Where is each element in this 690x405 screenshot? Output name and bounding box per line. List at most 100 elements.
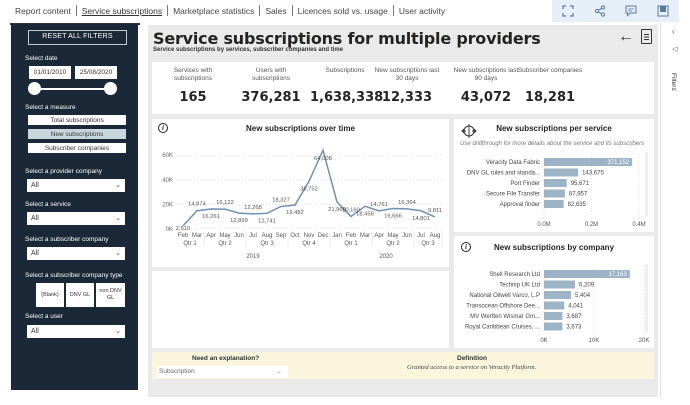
line-chart-title: New subscriptions over time <box>246 124 355 133</box>
data-label: 371,152 <box>607 160 629 166</box>
type-blank-button[interactable]: (Blank) <box>36 283 65 307</box>
data-label: 12,899 <box>230 218 248 224</box>
data-label: 87,957 <box>569 192 588 198</box>
line-chart-card: i New subscriptions over time 0K 20K 40K 60… <box>152 119 449 267</box>
data-label: 16,122 <box>216 200 234 206</box>
type-dnvgl-button[interactable]: DNV GL <box>66 283 95 307</box>
filters-pane[interactable]: ‹ ◁ Filters <box>660 23 690 398</box>
data-label: 82,635 <box>568 202 587 208</box>
y-tick-label: 40K <box>162 178 173 184</box>
bar <box>544 179 567 187</box>
share-icon[interactable] <box>593 4 607 18</box>
data-label: 9,811 <box>428 208 442 214</box>
date-from-input[interactable]: 01/01/2010 <box>29 66 71 79</box>
kpi-label: Users with subscriptions <box>252 67 290 82</box>
x-tick-label: Jul <box>249 233 257 239</box>
data-label: 16,364 <box>398 200 417 206</box>
type-non-dnvgl-button[interactable]: non DNV GL <box>96 283 125 307</box>
x-tick-label: Aug <box>262 233 273 239</box>
kpi-value: 1,638,338 <box>310 90 384 105</box>
subscriber-value: All <box>31 250 39 257</box>
focus-mode-icon[interactable] <box>561 4 575 18</box>
tab-report-content[interactable]: Report content <box>15 5 71 16</box>
subscriber-dropdown[interactable]: All ⌄ <box>27 247 125 260</box>
data-label: 16,666 <box>384 213 402 219</box>
tab-separator <box>75 5 77 16</box>
tab-licences-sold-vs-usage[interactable]: Licences sold vs. usage <box>297 5 388 16</box>
chevron-down-icon: ⌄ <box>276 368 282 375</box>
service-bar-chart: 0.0M 0.2M 0.4M Veracity Data Fabric 371,152 D… <box>467 152 648 228</box>
x-tick-label: Mar <box>192 233 202 239</box>
filter-icon: ◁ <box>672 46 678 53</box>
x-tick-label: Feb <box>178 233 189 239</box>
back-arrow-icon[interactable]: ← <box>618 28 634 45</box>
provider-value: All <box>31 182 39 189</box>
chevron-down-icon: ⌄ <box>115 182 121 189</box>
company-bar-card: i New subscriptions by company 0K 10K 20K S… <box>454 236 654 348</box>
quarter-label: Qtr 3 <box>421 241 435 247</box>
tab-marketplace-statistics[interactable]: Marketplace statistics <box>173 5 255 16</box>
data-label: 19,482 <box>286 210 304 216</box>
service-value: All <box>31 215 39 222</box>
collapse-chevron-icon[interactable]: ‹ <box>672 27 675 36</box>
data-label: 10,160 <box>342 207 360 213</box>
bar <box>544 322 563 331</box>
x-tick-label: 0.0M <box>537 222 550 228</box>
category-label: Technip UK Ltd <box>499 283 540 289</box>
category-label: Transocean Offshore Dee... <box>466 304 540 310</box>
x-tick-label: Apr <box>374 233 383 239</box>
info-icon[interactable]: i <box>158 123 168 133</box>
measure-new-subscriptions[interactable]: New subscriptions <box>27 128 127 140</box>
category-label: Veracity Data Fabric <box>486 160 540 166</box>
report-nav: Report content Service subscriptions Marke… <box>0 0 690 22</box>
date-to-input[interactable]: 25/08/2020 <box>75 66 117 79</box>
info-icon[interactable]: i <box>461 242 471 252</box>
year-label: 2020 <box>379 254 393 260</box>
user-dropdown[interactable]: All ⌄ <box>27 325 125 338</box>
bookmark-icon[interactable] <box>656 4 670 18</box>
data-label: 12,268 <box>244 205 262 211</box>
toolbar <box>552 0 679 22</box>
bar <box>544 189 565 198</box>
quarter-label: Qtr 1 <box>183 241 197 247</box>
x-tick-label: 0.2M <box>585 222 598 228</box>
subscriber-label: Select a subscriber company <box>25 236 109 243</box>
tab-separator <box>259 5 261 16</box>
provider-dropdown[interactable]: All ⌄ <box>27 179 125 192</box>
measure-total-subscriptions[interactable]: Total subscriptions <box>27 114 127 126</box>
document-icon[interactable] <box>641 29 652 44</box>
kpi-value: 376,281 <box>241 90 301 105</box>
y-tick-label: 0K <box>166 227 173 233</box>
tab-service-subscriptions[interactable]: Service subscriptions <box>81 5 163 16</box>
date-slider-end-handle[interactable] <box>104 82 117 95</box>
x-tick-label: May <box>387 233 398 239</box>
drillthrough-icon[interactable] <box>461 124 477 141</box>
explanation-dropdown[interactable]: Subscription ⌄ <box>156 366 288 378</box>
x-tick-label: Apr <box>206 233 215 239</box>
measure-label: Select a measure <box>25 104 76 111</box>
comment-icon[interactable] <box>624 4 638 18</box>
chevron-down-icon: ⌄ <box>115 215 121 222</box>
explanation-label: Need an explanation? <box>192 355 260 362</box>
bar <box>544 168 579 177</box>
service-label: Select a service <box>25 201 71 208</box>
page-title: Service subscriptions for multiple provi… <box>153 29 541 48</box>
page-tabs: Report content Service subscriptions Marke… <box>10 5 450 16</box>
date-slider-start-handle[interactable] <box>28 82 41 95</box>
category-label: DNV GL rules and standa... <box>467 171 540 177</box>
data-label: 3,687 <box>566 314 582 320</box>
reset-filters-button[interactable]: RESET ALL FILTERS <box>28 30 127 45</box>
tab-user-activity[interactable]: User activity <box>398 5 446 16</box>
data-label: 2,510 <box>176 226 191 232</box>
service-dropdown[interactable]: All ⌄ <box>27 212 125 225</box>
scrollbar <box>645 264 648 332</box>
measure-subscriber-companies[interactable]: Subscriber companies <box>27 142 127 154</box>
data-label: 14,761 <box>370 202 388 208</box>
category-label: MV Werften Wismar Gm... <box>470 314 540 320</box>
chevron-down-icon: ⌄ <box>115 328 121 335</box>
tab-sales[interactable]: Sales <box>265 5 287 16</box>
data-label: 64,008 <box>314 156 332 162</box>
kpi-label: Subscriber companies <box>517 67 583 74</box>
kpi-value: 43,072 <box>460 90 512 105</box>
user-value: All <box>31 328 39 335</box>
